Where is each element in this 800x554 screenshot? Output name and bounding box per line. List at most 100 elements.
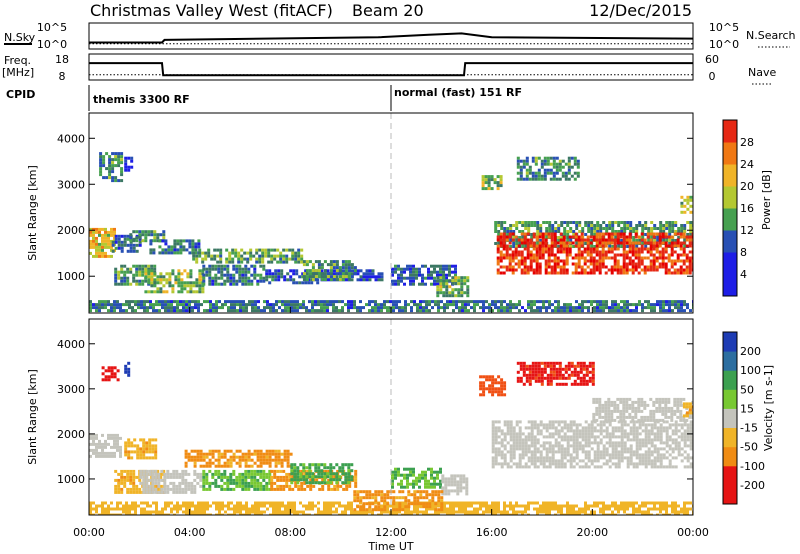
velocity-colorbar-swatch-0 (723, 484, 737, 505)
velocity-y-axis: 1000 2000 3000 4000 (57, 338, 693, 486)
heat-region-20 (496, 232, 693, 275)
heat-region-21 (680, 195, 693, 214)
velocity-colorbar-tick-1: 100 (740, 364, 761, 377)
heat-region-8 (290, 463, 354, 485)
nsky-lines (89, 32, 694, 45)
velocity-colorbar-swatch-3 (723, 427, 737, 448)
nave-tick-bottom: 0 (709, 70, 716, 83)
velocity-heatmap (89, 361, 693, 515)
heat-region-16 (124, 156, 134, 172)
x-tick-label-3: 12:00 (375, 526, 407, 539)
power-y-axis: 1000 2000 3000 4000 (57, 132, 693, 283)
nsky-panel: N.Sky 10^5 10^0 10^5 10^0 N.Search (4, 21, 796, 51)
cpid-segment-2: normal (fast) 151 RF (394, 86, 522, 99)
heat-region-4 (139, 469, 203, 494)
freq-label-line1: Freq. (4, 54, 31, 67)
plot-title: Christmas Valley West (fitACF) (90, 1, 333, 20)
heat-region-6 (144, 269, 205, 294)
heat-region-1 (89, 433, 122, 458)
heat-region-12 (353, 490, 444, 512)
velocity-colorbar-swatch-8 (723, 332, 737, 352)
power-panel: 1000 2000 3000 4000 Slant Range [km] 4 8 12 16… (26, 112, 773, 314)
freq-tick-top: 18 (55, 53, 69, 66)
freq-frame (88, 53, 694, 81)
velocity-panel: 1000 2000 3000 4000 00:00 04:00 08:00 12:00 16:… (26, 318, 775, 553)
y-tick-label-2: 3000 (57, 383, 85, 396)
velocity-colorbar-swatch-6 (723, 370, 737, 390)
nave-label: Nave (748, 66, 776, 79)
heat-region-7 (202, 264, 266, 286)
velocity-colorbar-tick-7: -200 (740, 479, 765, 492)
power-ylabel: Slant Range [km] (26, 165, 39, 261)
velocity-ylabel: Slant Range [km] (26, 369, 39, 465)
colorbar-frame (722, 119, 738, 297)
heat-region-18 (592, 397, 693, 422)
heat-region-2 (124, 438, 158, 460)
series-line-1 (89, 32, 694, 44)
y-tick-label-3: 4000 (57, 338, 85, 351)
heat-region-7 (184, 449, 293, 468)
nsearch-label: N.Search (746, 29, 796, 42)
x-tick-label-5: 20:00 (576, 526, 608, 539)
power-colorbar-tick-6: 28 (740, 136, 754, 149)
x-tick-label-1: 04:00 (174, 526, 206, 539)
nsky-tick-bottom: 10^0 (37, 38, 67, 51)
heat-region-15 (99, 152, 124, 183)
heat-region-10 (441, 474, 469, 496)
heat-region-14 (124, 361, 131, 377)
y-tick-label-3: 4000 (57, 132, 85, 145)
velocity-colorbar-tick-2: 50 (740, 383, 754, 396)
velocity-colorbar-swatch-1 (723, 465, 737, 486)
cpid-label: CPID (6, 88, 35, 101)
power-colorbar-tick-2: 12 (740, 224, 754, 237)
power-colorbar-tick-1: 8 (740, 246, 747, 259)
heat-region-17 (491, 420, 693, 469)
power-x-ticks (88, 307, 694, 313)
power-colorbar-label: Power [dB] (760, 170, 773, 230)
velocity-colorbar-frame (722, 331, 738, 505)
x-tick-label-6: 00:00 (677, 526, 709, 539)
heat-region-14 (89, 300, 693, 313)
x-tick-label-0: 00:00 (73, 526, 105, 539)
series-line-1 (89, 62, 693, 77)
y-tick-label-0: 1000 (57, 270, 85, 283)
power-colorbar: 4 8 12 16 20 24 28 (722, 119, 754, 297)
colorbar-swatch-0 (723, 274, 737, 297)
x-tick-label-4: 16:00 (476, 526, 508, 539)
velocity-colorbar-tick-6: -100 (740, 460, 765, 473)
y-tick-label-1: 2000 (57, 224, 85, 237)
heat-region-12 (391, 264, 457, 286)
heat-region-18 (516, 156, 580, 181)
power-heatmap (89, 152, 693, 313)
nsky-label: N.Sky (4, 31, 36, 44)
y-tick-label-2: 3000 (57, 178, 85, 191)
velocity-colorbar-swatch-7 (723, 351, 737, 371)
heat-region-13 (101, 366, 120, 382)
heat-region-16 (516, 361, 595, 386)
nsky-tick-top: 10^5 (37, 21, 67, 34)
beam-label: Beam 20 (352, 1, 424, 20)
power-colorbar-tick-5: 24 (740, 158, 754, 171)
heat-region-11 (302, 260, 357, 282)
colorbar-swatch-2 (723, 230, 737, 253)
velocity-colorbar-tick-3: 15 (740, 402, 754, 415)
freq-lines (89, 62, 693, 77)
velocity-colorbar-swatch-5 (723, 389, 737, 409)
colorbar-swatch-6 (723, 142, 737, 165)
time-axis-label: Time UT (367, 540, 413, 553)
date-label: 12/Dec/2015 (589, 1, 692, 20)
velocity-x-axis: 00:00 04:00 08:00 12:00 16:00 20:00 00:00 (73, 509, 709, 539)
power-colorbar-tick-4: 20 (740, 180, 754, 193)
velocity-colorbar-tick-0: 200 (740, 345, 761, 358)
freq-panel: Freq. [MHz] 18 8 60 0 Nave (2, 53, 776, 85)
cpid-panel: CPID themis 3300 RF normal (fast) 151 RF (6, 85, 522, 111)
velocity-colorbar-tick-5: -50 (740, 441, 758, 454)
heat-region-19 (682, 402, 693, 418)
heat-region-17 (481, 175, 503, 191)
velocity-colorbar-label: Velocity [m s-1] (762, 365, 775, 451)
freq-tick-bottom: 8 (59, 70, 66, 83)
velocity-colorbar-tick-4: -15 (740, 422, 758, 435)
colorbar-swatch-7 (723, 120, 737, 143)
freq-label-line2: [MHz] (2, 66, 34, 79)
